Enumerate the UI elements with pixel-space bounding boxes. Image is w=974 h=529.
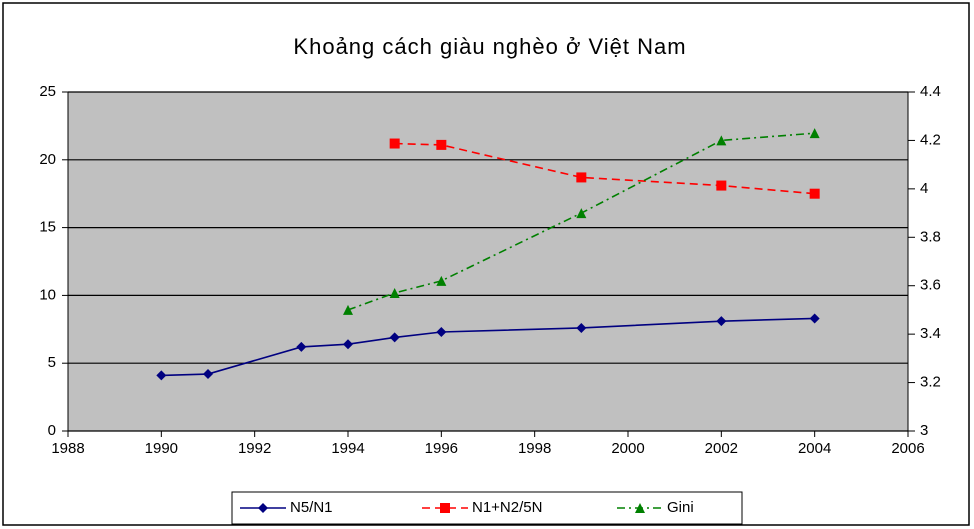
legend-label: Gini xyxy=(667,499,694,516)
y-tick-label: 10 xyxy=(39,286,56,303)
y2-tick-label: 3.2 xyxy=(920,374,941,391)
x-tick-label: 1992 xyxy=(238,440,271,457)
x-tick-label: 1988 xyxy=(51,440,84,457)
data-point xyxy=(716,180,727,191)
legend-marker xyxy=(440,503,450,513)
data-point xyxy=(343,304,353,315)
data-point xyxy=(389,332,400,343)
data-point xyxy=(436,139,447,150)
series-line xyxy=(394,142,815,195)
data-point xyxy=(809,188,820,199)
x-tick-label: 2004 xyxy=(798,440,831,457)
x-tick-label: 1990 xyxy=(145,440,178,457)
data-point xyxy=(156,370,167,381)
plot-area xyxy=(68,92,908,431)
y2-tick-label: 4 xyxy=(920,180,928,197)
x-tick-label: 1994 xyxy=(331,440,364,457)
y2-tick-label: 3 xyxy=(920,422,928,439)
data-point xyxy=(576,172,587,183)
x-tick-label: 2006 xyxy=(891,440,924,457)
y2-tick-label: 4.2 xyxy=(920,131,941,148)
legend-marker xyxy=(258,503,268,513)
data-point xyxy=(389,287,400,298)
data-point xyxy=(389,138,400,149)
data-point xyxy=(436,275,447,286)
x-tick-label: 1996 xyxy=(425,440,458,457)
data-point xyxy=(343,339,353,350)
data-point xyxy=(809,128,820,139)
y2-tick-label: 3.4 xyxy=(920,325,941,342)
x-tick-label: 1998 xyxy=(518,440,551,457)
x-tick-label: 2000 xyxy=(611,440,644,457)
y-tick-label: 25 xyxy=(39,83,56,100)
legend-label: N5/N1 xyxy=(290,499,333,516)
legend-label: N1+N2/5N xyxy=(472,499,542,516)
y-tick-label: 0 xyxy=(48,422,56,439)
data-point xyxy=(296,341,307,352)
data-point xyxy=(203,369,213,380)
chart-title: Khoảng cách giàu nghèo ở Việt Nam xyxy=(293,34,686,59)
data-point xyxy=(716,135,727,146)
series-line xyxy=(347,132,815,311)
x-tick-label: 2002 xyxy=(705,440,738,457)
data-point xyxy=(716,316,727,327)
data-point xyxy=(436,327,447,338)
data-point xyxy=(576,322,587,333)
data-point xyxy=(576,208,587,219)
y2-tick-label: 3.6 xyxy=(920,277,941,294)
y2-tick-label: 3.8 xyxy=(920,228,941,245)
y-tick-label: 5 xyxy=(48,354,56,371)
y2-tick-label: 4.4 xyxy=(920,83,941,100)
y-tick-label: 20 xyxy=(39,151,56,168)
y-tick-label: 15 xyxy=(39,219,56,236)
legend-marker xyxy=(635,503,645,513)
data-point xyxy=(809,313,820,324)
